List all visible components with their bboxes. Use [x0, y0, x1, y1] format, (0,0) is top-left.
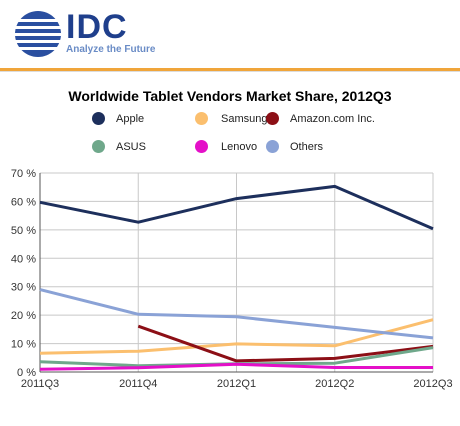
legend-item-samsung: Samsung	[195, 112, 355, 126]
chart-grid	[39, 172, 434, 372]
header-divider-shadow	[0, 71, 460, 72]
x-tick-label: 2012Q1	[217, 378, 256, 390]
legend-swatch	[195, 140, 208, 153]
x-tick-label: 2011Q4	[119, 378, 157, 390]
legend-swatch	[195, 112, 208, 125]
series-line-samsung	[39, 318, 434, 355]
series-line-apple	[39, 184, 434, 231]
chart-tick-labels: 0 % 10 % 20 % 30 % 40 % 50 % 60 % 70 % 2011Q3 201…	[11, 168, 453, 390]
legend-label: Apple	[116, 113, 145, 125]
chart-series	[39, 184, 434, 371]
legend-label: Amazon.com Inc.	[290, 113, 375, 125]
legend-item-others: Others	[266, 140, 426, 154]
legend-label: Lenovo	[221, 141, 258, 153]
legend-swatch	[266, 112, 279, 125]
series-line-amazon-com-inc	[137, 324, 434, 363]
legend-swatch	[92, 112, 105, 125]
header-divider	[0, 68, 460, 71]
y-tick-label: 30 %	[11, 282, 36, 294]
logo-text: IDC	[66, 8, 128, 46]
legend-label: ASUS	[116, 141, 146, 153]
chart-axes	[39, 173, 433, 373]
y-tick-label: 20 %	[11, 310, 36, 322]
chart-title: Worldwide Tablet Vendors Market Share, 2…	[68, 88, 392, 104]
legend-swatch	[266, 140, 279, 153]
idc-globe-icon	[15, 11, 61, 57]
x-tick-label: 2011Q3	[21, 378, 59, 390]
series-line-asus	[39, 346, 434, 368]
legend-swatch	[92, 140, 105, 153]
x-tick-label: 2012Q3	[413, 378, 452, 390]
x-tick-label: 2012Q2	[315, 378, 354, 390]
series-line-others	[39, 288, 434, 340]
y-tick-label: 50 %	[11, 225, 36, 237]
y-tick-label: 40 %	[11, 253, 36, 265]
y-tick-label: 10 %	[11, 339, 36, 351]
legend-label: Samsung	[221, 113, 268, 125]
y-tick-label: 60 %	[11, 196, 36, 208]
header: IDC Analyze the Future	[0, 0, 460, 68]
legend-item-asus: ASUS	[92, 140, 252, 154]
series-line-lenovo	[39, 362, 433, 371]
logo-tagline: Analyze the Future	[66, 44, 156, 55]
y-tick-label: 70 %	[11, 168, 36, 180]
legend-item-amazon-com-inc: Amazon.com Inc.	[266, 112, 426, 126]
legend-item-apple: Apple	[92, 112, 252, 126]
legend-item-lenovo: Lenovo	[195, 140, 355, 154]
y-tick-label: 0 %	[17, 367, 36, 379]
legend-label: Others	[290, 141, 324, 153]
